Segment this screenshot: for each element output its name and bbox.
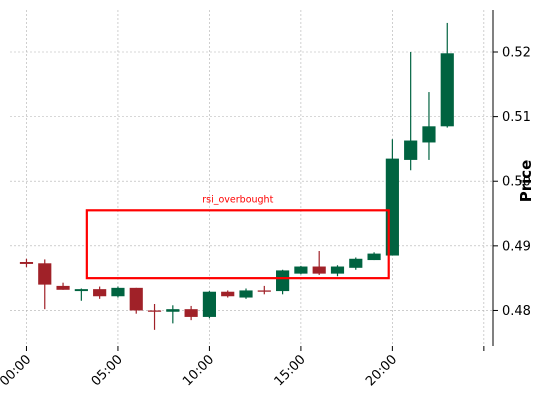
x-tick-label: 05:00 [89,352,126,389]
x-axis: 00:00 05:00 10:00 15:00 20:00 [0,346,485,389]
y-tick-label: 0.52 [502,46,531,61]
candle-body [239,290,253,298]
candle-body [404,140,418,160]
candle-body [294,266,308,274]
candle-body [276,270,290,292]
annotation-label: rsi_overbought [202,194,273,205]
y-axis-label: Price [517,160,535,203]
candle-body [257,290,271,292]
candle-body [38,263,52,285]
candle-body [422,126,436,143]
candle-body [19,262,34,264]
x-tick-label: 20:00 [363,352,400,389]
candle-body [184,309,198,317]
candle-body [129,287,143,311]
candle-body [74,289,88,292]
y-tick-label: 0.49 [502,239,531,254]
candle-body [367,253,381,261]
candle-body [221,291,235,297]
candles [19,22,454,330]
candle-body [349,258,363,268]
y-tick-label: 0.48 [502,304,531,319]
candle-body [166,309,180,312]
candle-body [330,266,345,274]
candle-body [440,53,454,127]
y-axis: 0.48 0.49 0.50 0.51 0.52 [492,10,531,346]
candle-body [93,289,107,297]
candle-body [312,266,326,274]
candle-body [111,287,125,297]
annotation-box [85,209,390,280]
annotations: rsi_overbought [85,194,390,280]
x-tick-label: 10:00 [180,352,217,389]
x-tick-label: 15:00 [272,352,309,389]
y-tick-label: 0.50 [502,175,531,190]
x-tick-label: 00:00 [0,352,34,389]
candle-body [56,285,70,290]
candle-body [147,310,162,312]
candle-body [202,291,217,317]
y-tick-label: 0.51 [502,110,531,125]
